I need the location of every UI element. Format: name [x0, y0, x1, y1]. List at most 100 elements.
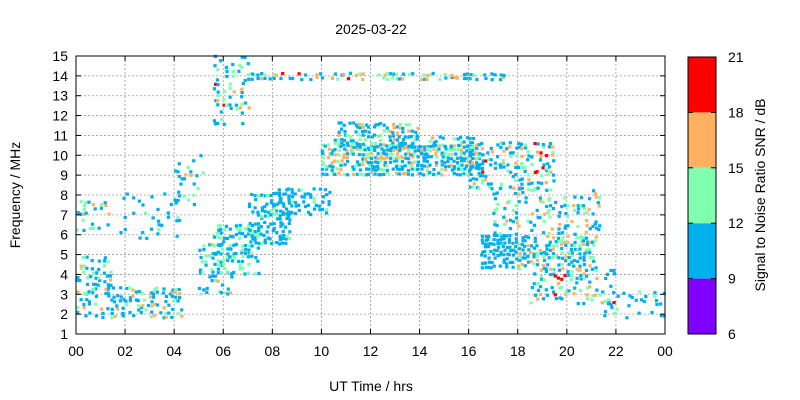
data-point — [312, 187, 316, 191]
data-point — [112, 295, 116, 299]
data-point — [247, 72, 251, 77]
data-point — [544, 288, 548, 292]
data-point — [82, 264, 86, 268]
data-point — [591, 294, 595, 298]
data-point — [376, 122, 380, 127]
data-point — [487, 182, 491, 186]
data-point — [342, 72, 346, 76]
data-point — [321, 200, 325, 204]
data-point — [583, 252, 587, 256]
data-point — [293, 212, 297, 216]
data-point — [498, 264, 502, 268]
data-point — [386, 129, 390, 133]
data-point — [103, 201, 107, 205]
data-point — [566, 224, 570, 228]
data-point — [425, 74, 429, 78]
data-point — [416, 148, 421, 153]
data-point — [521, 239, 525, 243]
data-point — [144, 211, 148, 215]
data-point — [364, 153, 368, 157]
data-point — [484, 76, 488, 81]
data-point — [287, 198, 291, 202]
data-point — [166, 215, 171, 219]
data-point — [456, 164, 460, 168]
data-point — [501, 76, 505, 80]
data-point — [490, 187, 494, 191]
data-point — [535, 254, 539, 258]
data-point — [98, 278, 102, 283]
data-point — [567, 289, 571, 293]
data-point — [286, 187, 291, 191]
data-point — [426, 145, 430, 149]
data-point — [253, 194, 257, 198]
data-point — [573, 240, 577, 244]
data-point — [465, 136, 470, 140]
data-point — [248, 221, 252, 226]
data-point — [591, 267, 595, 271]
data-point — [564, 259, 568, 263]
data-point — [496, 242, 500, 246]
data-point — [166, 211, 170, 215]
data-point — [511, 151, 515, 155]
data-point — [481, 162, 485, 166]
data-point — [563, 226, 567, 230]
data-point — [532, 246, 536, 250]
data-point — [272, 192, 276, 196]
data-point — [210, 274, 215, 278]
data-point — [505, 262, 509, 266]
data-point — [263, 241, 267, 245]
data-point — [570, 274, 574, 278]
data-point — [514, 161, 518, 165]
data-point — [218, 227, 223, 232]
data-point — [216, 103, 220, 107]
data-point — [340, 138, 344, 142]
data-point — [371, 168, 375, 172]
data-point — [152, 288, 156, 292]
data-point — [420, 77, 424, 81]
data-point — [564, 255, 568, 259]
data-point — [486, 237, 490, 241]
data-point — [612, 291, 616, 295]
data-point — [104, 291, 108, 296]
data-point — [230, 275, 234, 279]
data-point — [468, 156, 472, 160]
data-point — [272, 226, 276, 231]
data-point — [609, 284, 613, 288]
data-point — [247, 202, 252, 206]
data-point — [377, 134, 381, 138]
data-point — [178, 292, 182, 296]
data-point — [518, 145, 522, 149]
data-point — [388, 156, 393, 160]
data-point — [281, 229, 285, 233]
data-point — [278, 214, 282, 218]
data-point — [508, 234, 512, 238]
data-point — [281, 212, 285, 216]
data-point — [567, 256, 571, 260]
data-point — [282, 204, 286, 208]
data-point — [549, 204, 553, 208]
data-point — [149, 315, 153, 319]
data-point — [400, 155, 404, 160]
data-point — [164, 294, 169, 299]
data-point — [520, 154, 524, 159]
data-point — [520, 162, 524, 166]
data-point — [545, 188, 549, 192]
data-point — [333, 172, 337, 176]
data-point — [532, 252, 536, 256]
data-point — [570, 243, 574, 247]
data-point — [549, 273, 553, 277]
data-point — [404, 123, 409, 127]
data-point — [444, 165, 448, 169]
data-point — [493, 208, 497, 212]
data-point — [164, 311, 168, 315]
data-point — [579, 196, 584, 200]
data-point — [257, 222, 261, 226]
data-point — [250, 77, 254, 81]
data-point — [558, 286, 562, 290]
data-point — [480, 238, 484, 242]
data-point — [327, 202, 331, 207]
data-point — [212, 119, 217, 123]
data-point — [578, 252, 582, 256]
data-point — [256, 246, 260, 250]
data-point — [518, 187, 522, 191]
